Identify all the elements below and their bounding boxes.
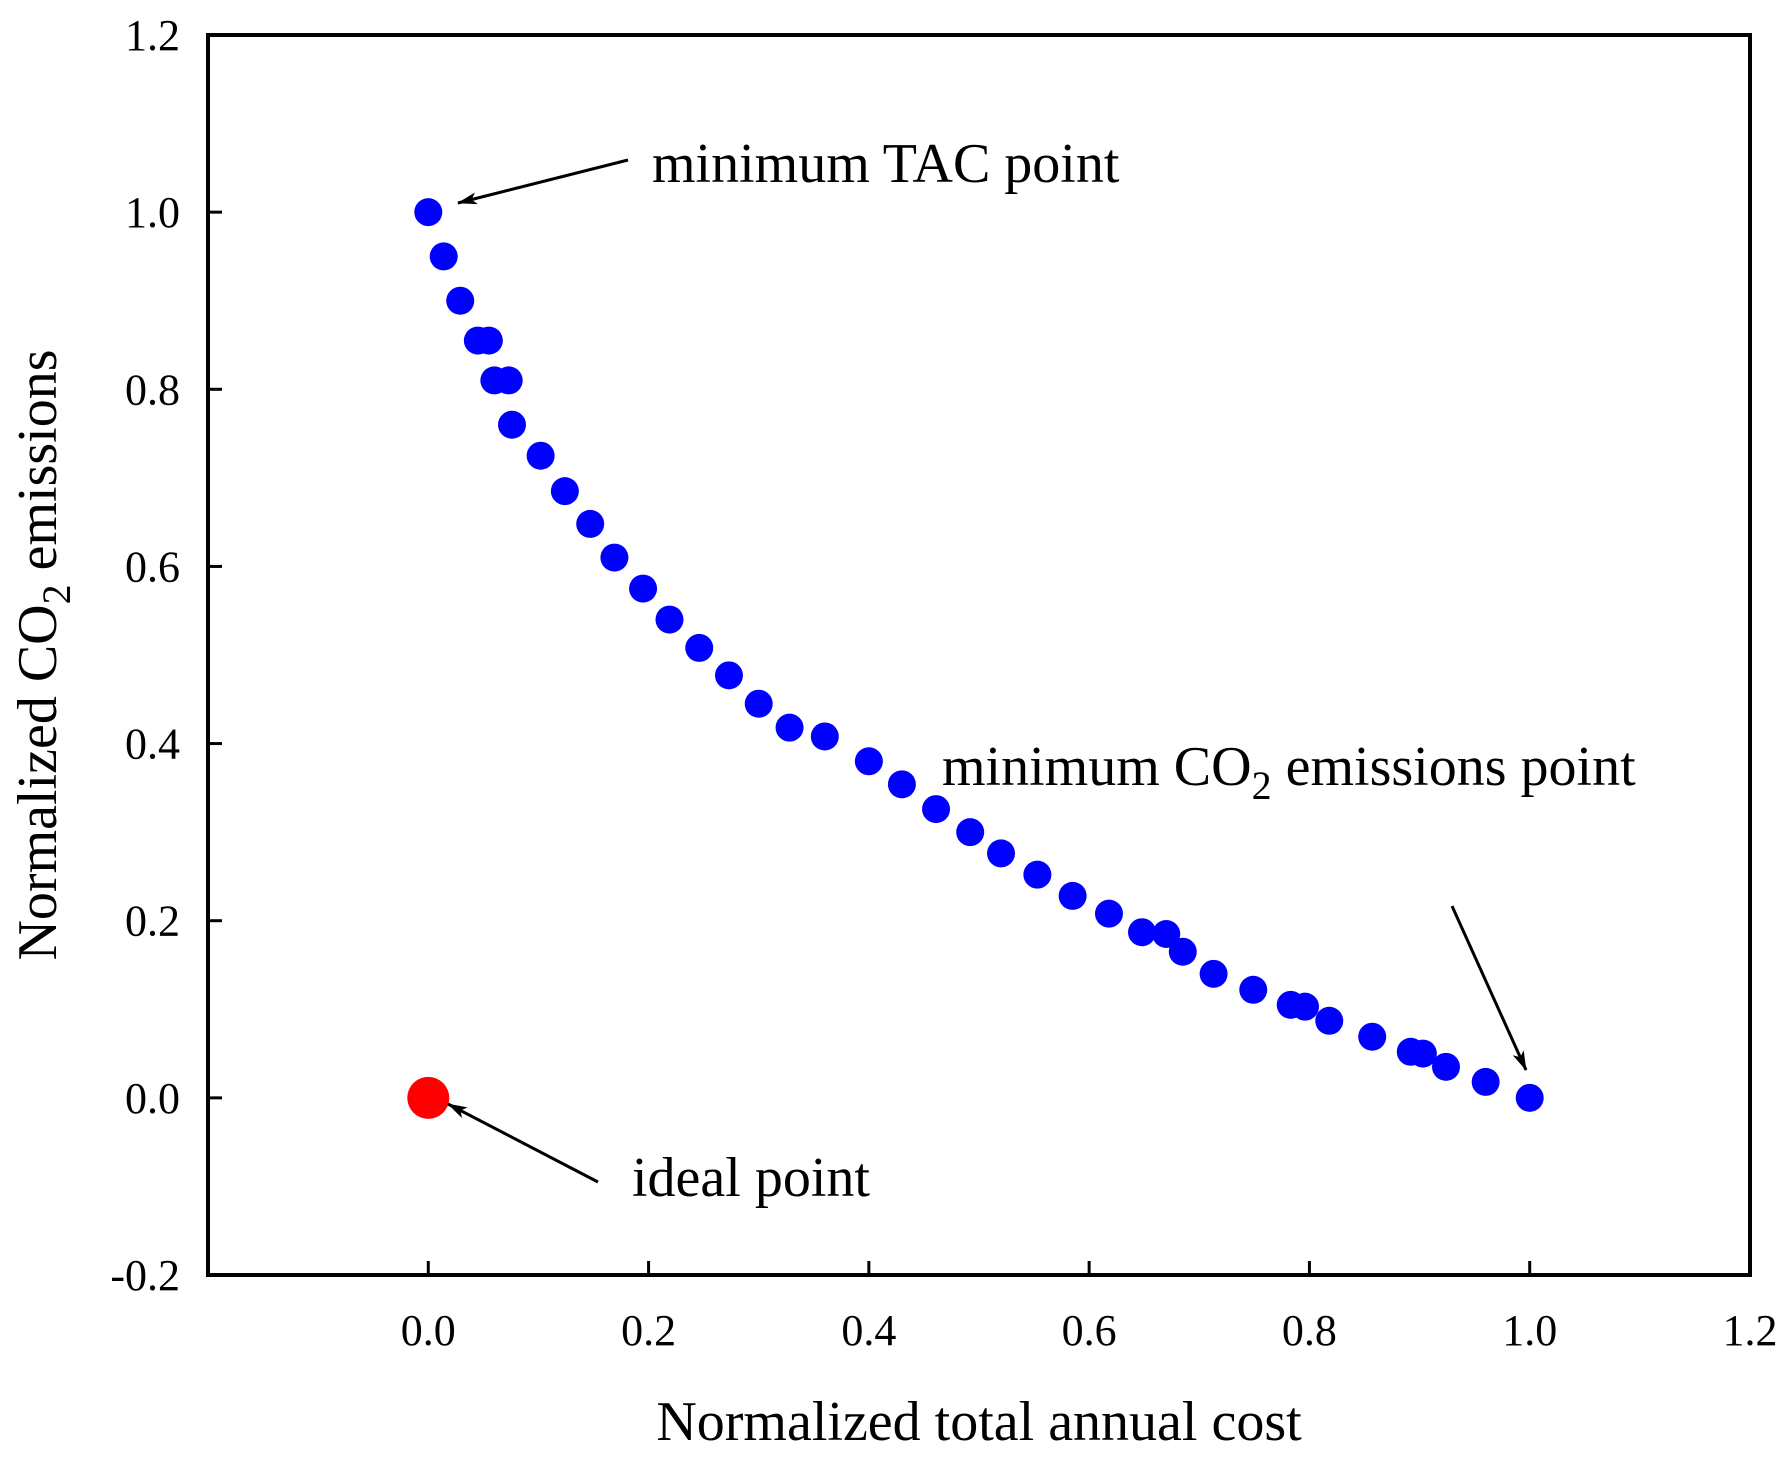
annotation-minimum-tac: minimum TAC point [652, 133, 1120, 195]
pareto-point [854, 747, 883, 776]
y-axis-title: Normalized CO2 emissions [7, 349, 79, 960]
x-axis-ticks [426, 1261, 1752, 1275]
pareto-point [1358, 1022, 1387, 1051]
pareto-point [1152, 920, 1181, 948]
pareto-point [629, 574, 658, 603]
pareto-point [1432, 1052, 1461, 1081]
y-tick-label: 0.4 [125, 720, 180, 769]
pareto-point [550, 477, 579, 506]
x-axis-tick-labels: 0.0 0.2 0.4 0.6 0.8 1.0 1.2 [401, 1306, 1778, 1355]
pareto-point [1471, 1067, 1500, 1096]
pareto-point [987, 839, 1016, 868]
pareto-point [429, 242, 458, 271]
x-tick-label: 0.0 [401, 1306, 456, 1355]
pareto-point [1094, 899, 1123, 928]
pareto-point [714, 661, 743, 690]
pareto-point [1315, 1006, 1344, 1035]
x-tick-label: 0.8 [1282, 1306, 1337, 1355]
pareto-point [497, 410, 526, 439]
pareto-point [1168, 937, 1197, 966]
pareto-point [494, 366, 523, 395]
pareto-point [1239, 975, 1268, 1004]
pareto-point [775, 713, 804, 742]
pareto-point [956, 818, 985, 847]
plot-frame [206, 33, 1752, 1277]
pareto-point [1023, 860, 1052, 889]
pareto-point [744, 689, 773, 718]
y-tick-label: 0.0 [125, 1074, 180, 1123]
pareto-point [1058, 881, 1087, 910]
pareto-point [600, 543, 629, 572]
annotation-ideal: ideal point [632, 1147, 870, 1209]
y-axis-tick-labels: -0.2 0.0 0.2 0.4 0.6 0.8 1.0 1.2 [110, 11, 180, 1300]
pareto-point [474, 326, 503, 355]
y-tick-label: 0.2 [125, 897, 180, 946]
ideal-point-marker [407, 1076, 450, 1119]
pareto-point [685, 633, 714, 662]
arrow-ideal [447, 1102, 599, 1184]
y-axis-ticks [208, 33, 222, 1277]
pareto-point [887, 770, 916, 799]
pareto-point [576, 509, 605, 538]
x-tick-label: 0.4 [841, 1306, 896, 1355]
y-tick-label: 1.0 [125, 188, 180, 237]
pareto-point [526, 441, 555, 470]
y-tick-label: -0.2 [110, 1251, 180, 1300]
pareto-point [1408, 1039, 1437, 1068]
x-tick-label: 1.0 [1502, 1306, 1557, 1355]
pareto-point [655, 605, 684, 634]
pareto-point [1515, 1083, 1544, 1112]
y-tick-label: 0.8 [125, 365, 180, 414]
data-points [407, 198, 1544, 1119]
pareto-point [1199, 959, 1228, 988]
pareto-point [1128, 918, 1157, 947]
y-tick-label: 0.6 [125, 542, 180, 591]
pareto-point [922, 795, 951, 824]
pareto-point [810, 722, 839, 751]
pareto-point [446, 286, 475, 315]
arrow-minimum-co2 [1450, 905, 1528, 1071]
x-axis-title: Normalized total annual cost [656, 1391, 1302, 1453]
x-tick-label: 1.2 [1723, 1306, 1778, 1355]
annotation-minimum-co2: minimum CO2 emissions point [942, 736, 1636, 808]
x-tick-label: 0.6 [1062, 1306, 1117, 1355]
x-tick-label: 0.2 [621, 1306, 676, 1355]
y-tick-label: 1.2 [125, 11, 180, 60]
arrow-minimum-tac [457, 158, 629, 205]
pareto-point [414, 198, 443, 227]
pareto-point [1291, 992, 1320, 1021]
